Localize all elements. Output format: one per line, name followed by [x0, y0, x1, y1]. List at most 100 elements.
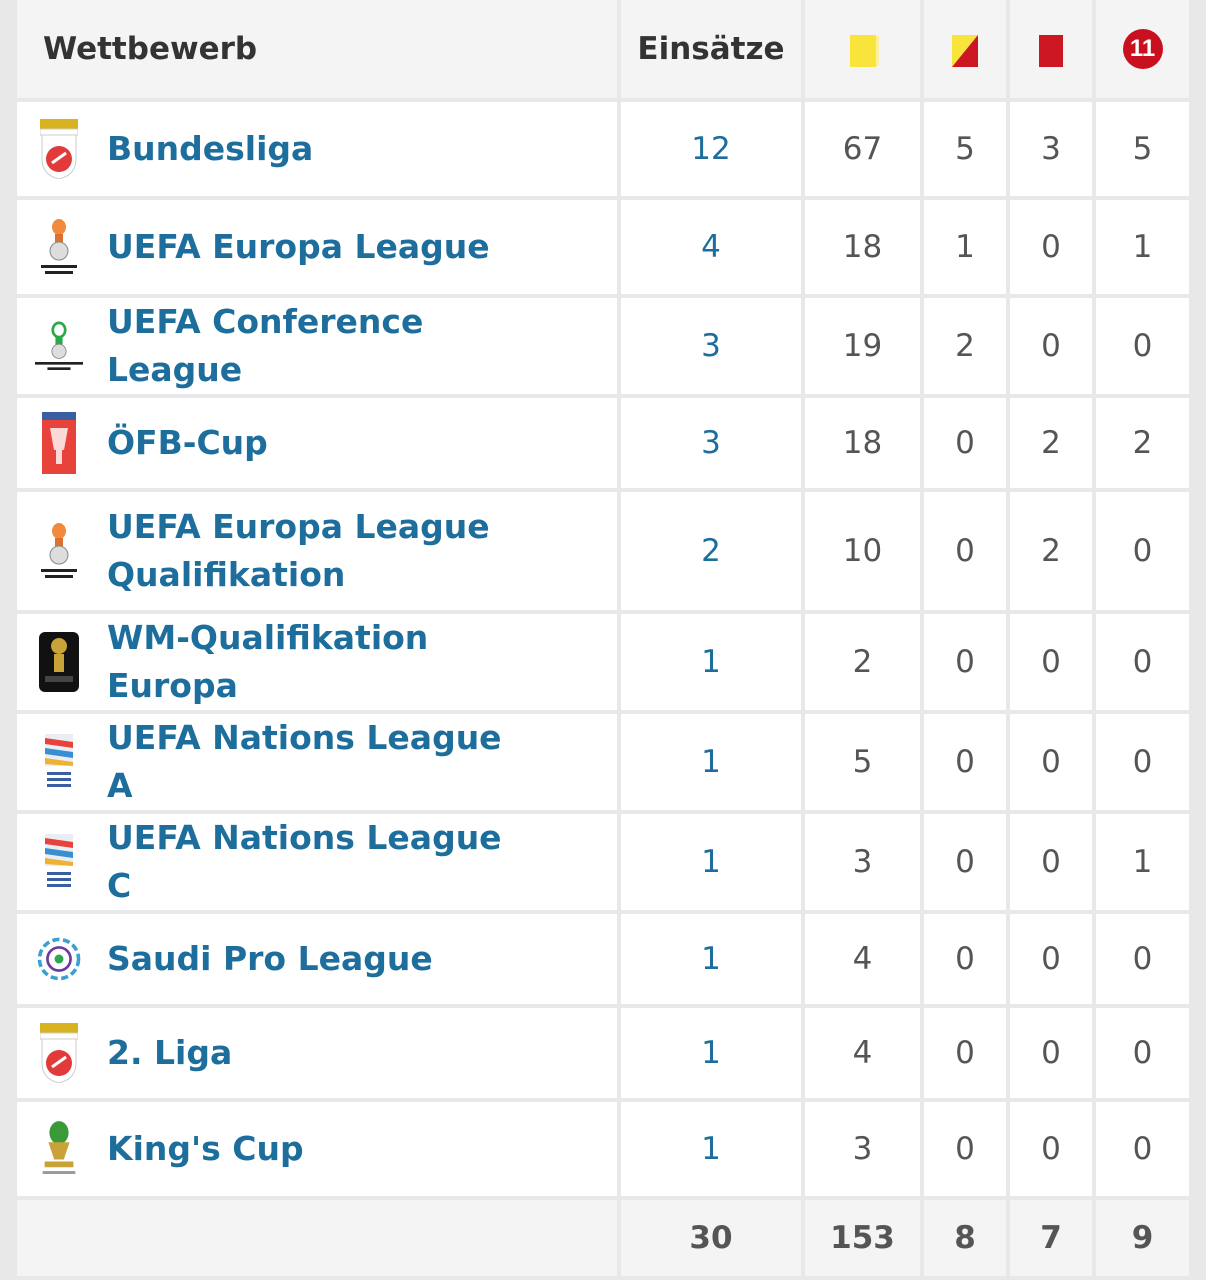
header-red-cards[interactable]: [1010, 0, 1096, 102]
yellow-red-cards-value: 0: [924, 914, 1010, 1008]
competition-link[interactable]: WM-Qualifikation Europa: [107, 618, 429, 705]
totals-label-cell: [17, 1200, 621, 1280]
header-yellow-cards[interactable]: [805, 0, 924, 102]
europa-league-logo-icon[interactable]: [35, 216, 83, 278]
2-liga-logo-icon[interactable]: [35, 1022, 83, 1084]
red-cards-value: 0: [1010, 1102, 1096, 1200]
competition-cell: UEFA Europa League Qualifikation: [17, 492, 621, 614]
competition-link[interactable]: UEFA Europa League: [107, 227, 490, 266]
competition-link[interactable]: UEFA Conference League: [107, 302, 424, 389]
yellow-red-cards-value: 5: [924, 102, 1010, 200]
header-yellow-red-cards[interactable]: [924, 0, 1010, 102]
table-row: Saudi Pro League 1 4 0 0 0: [17, 914, 1189, 1008]
appearances-link[interactable]: 3: [621, 298, 805, 398]
red-cards-value: 0: [1010, 714, 1096, 814]
competition-cell: King's Cup: [17, 1102, 621, 1200]
table-row: 2. Liga 1 4 0 0 0: [17, 1008, 1189, 1102]
red-cards-value: 0: [1010, 298, 1096, 398]
appearances-link[interactable]: 4: [621, 200, 805, 298]
competition-link[interactable]: ÖFB-Cup: [107, 423, 268, 462]
header-penalties[interactable]: 11: [1096, 0, 1189, 102]
appearances-link[interactable]: 12: [621, 102, 805, 200]
competition-link[interactable]: 2. Liga: [107, 1033, 233, 1072]
yellow-cards-value: 3: [805, 814, 924, 914]
penalties-value: 0: [1096, 492, 1189, 614]
yellow-red-cards-value: 1: [924, 200, 1010, 298]
appearances-link[interactable]: 1: [621, 614, 805, 714]
nations-league-logo-icon[interactable]: [35, 731, 83, 793]
yellow-cards-value: 67: [805, 102, 924, 200]
totals-row: 30 153 8 7 9: [17, 1200, 1189, 1280]
yellow-cards-value: 4: [805, 1008, 924, 1102]
appearances-link[interactable]: 3: [621, 398, 805, 492]
competition-stats-table: Wettbewerb Einsätze 11 Bundesliga 12 67 5 3 5…: [17, 0, 1189, 1280]
penalties-value: 0: [1096, 1102, 1189, 1200]
penalties-value: 0: [1096, 1008, 1189, 1102]
penalties-value: 0: [1096, 614, 1189, 714]
kings-cup-logo-icon[interactable]: [35, 1118, 83, 1180]
red-card-icon: [1039, 34, 1063, 67]
total-appearances: 30: [621, 1200, 805, 1280]
yellow-cards-value: 2: [805, 614, 924, 714]
header-appearances[interactable]: Einsätze: [621, 0, 805, 102]
competition-link[interactable]: UEFA Nations League C: [107, 818, 502, 905]
header-row: Wettbewerb Einsätze 11: [17, 0, 1189, 102]
appearances-link[interactable]: 1: [621, 714, 805, 814]
competition-cell: UEFA Nations League C: [17, 814, 621, 914]
yellow-red-card-icon: [952, 34, 978, 67]
total-red-cards: 7: [1010, 1200, 1096, 1280]
yellow-red-cards-value: 0: [924, 492, 1010, 614]
competition-link[interactable]: Bundesliga: [107, 129, 314, 168]
yellow-cards-value: 4: [805, 914, 924, 1008]
penalties-value: 2: [1096, 398, 1189, 492]
penalties-value: 0: [1096, 914, 1189, 1008]
competition-link[interactable]: UEFA Nations League A: [107, 718, 502, 805]
table-row: WM-Qualifikation Europa 1 2 0 0 0: [17, 614, 1189, 714]
competition-cell: Bundesliga: [17, 102, 621, 200]
penalties-value: 0: [1096, 298, 1189, 398]
table-row: ÖFB-Cup 3 18 0 2 2: [17, 398, 1189, 492]
red-cards-value: 0: [1010, 914, 1096, 1008]
saudi-pro-league-logo-icon[interactable]: [35, 928, 83, 990]
appearances-link[interactable]: 1: [621, 1102, 805, 1200]
yellow-red-cards-value: 0: [924, 814, 1010, 914]
competition-link[interactable]: King's Cup: [107, 1129, 304, 1168]
header-competition[interactable]: Wettbewerb: [17, 0, 621, 102]
total-penalties: 9: [1096, 1200, 1189, 1280]
europa-league-logo-icon[interactable]: [35, 520, 83, 582]
red-cards-value: 2: [1010, 492, 1096, 614]
yellow-cards-value: 5: [805, 714, 924, 814]
table-row: Bundesliga 12 67 5 3 5: [17, 102, 1189, 200]
competition-cell: UEFA Europa League: [17, 200, 621, 298]
penalties-value: 1: [1096, 814, 1189, 914]
competition-cell: UEFA Conference League: [17, 298, 621, 398]
appearances-link[interactable]: 1: [621, 814, 805, 914]
nations-league-logo-icon[interactable]: [35, 831, 83, 893]
bundesliga-logo-icon[interactable]: [35, 118, 83, 180]
competition-link[interactable]: Saudi Pro League: [107, 939, 433, 978]
world-cup-qualification-logo-icon[interactable]: [35, 631, 83, 693]
penalties-value: 0: [1096, 714, 1189, 814]
appearances-link[interactable]: 1: [621, 1008, 805, 1102]
penalties-value: 1: [1096, 200, 1189, 298]
conference-league-logo-icon[interactable]: [35, 315, 83, 377]
red-cards-value: 2: [1010, 398, 1096, 492]
yellow-red-cards-value: 0: [924, 398, 1010, 492]
competition-link[interactable]: UEFA Europa League Qualifikation: [107, 507, 490, 594]
appearances-link[interactable]: 1: [621, 914, 805, 1008]
yellow-card-icon: [849, 34, 876, 67]
competition-cell: ÖFB-Cup: [17, 398, 621, 492]
competition-cell: UEFA Nations League A: [17, 714, 621, 814]
table-row: King's Cup 1 3 0 0 0: [17, 1102, 1189, 1200]
penalty-icon: 11: [1122, 29, 1163, 69]
total-yellow-cards: 153: [805, 1200, 924, 1280]
appearances-link[interactable]: 2: [621, 492, 805, 614]
table-row: UEFA Europa League 4 18 1 0 1: [17, 200, 1189, 298]
oefb-cup-logo-icon[interactable]: [35, 412, 83, 474]
yellow-cards-value: 3: [805, 1102, 924, 1200]
table-row: UEFA Europa League Qualifikation 2 10 0 2 0: [17, 492, 1189, 614]
penalties-value: 5: [1096, 102, 1189, 200]
yellow-red-cards-value: 0: [924, 1102, 1010, 1200]
